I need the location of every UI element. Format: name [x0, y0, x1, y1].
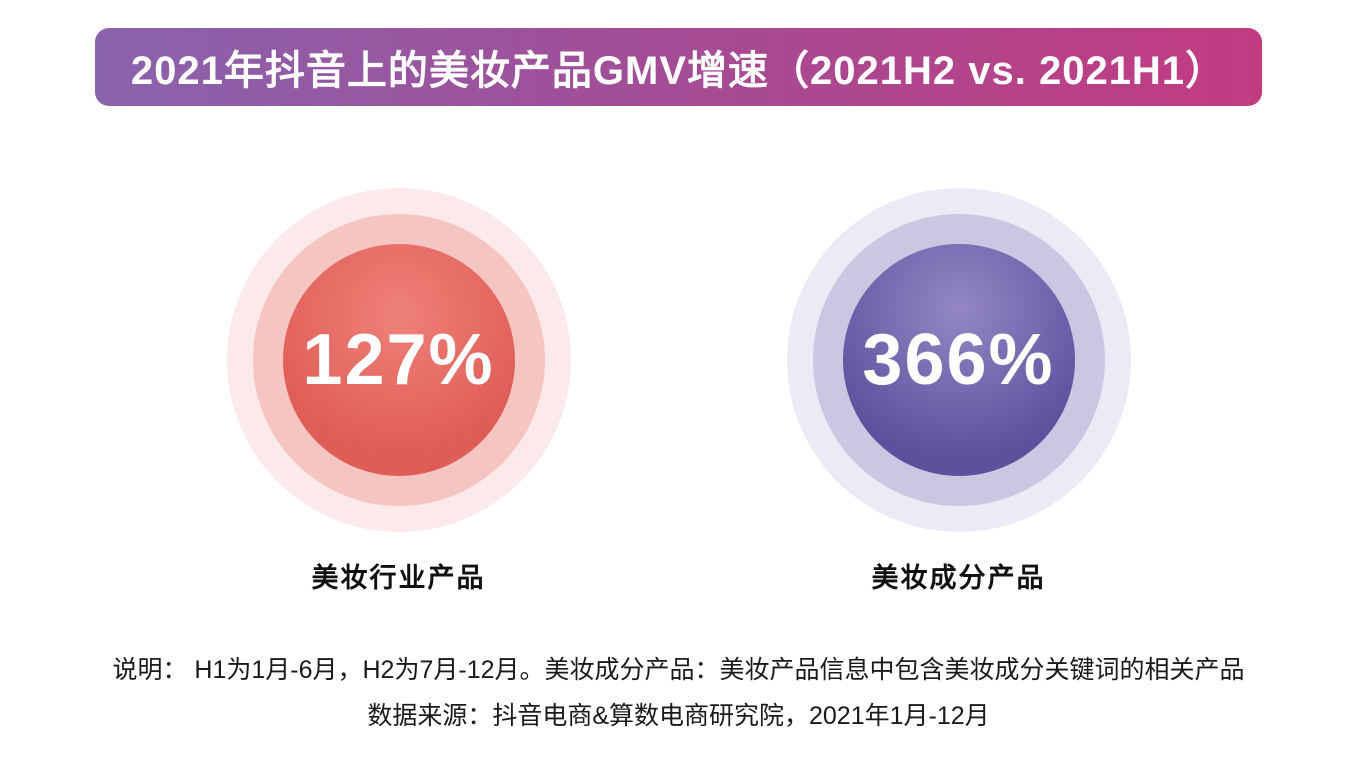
footnote-data-source: 数据来源：抖音电商&算数电商研究院，2021年1月-12月	[367, 702, 990, 731]
kpi-beauty-industry: 127% 美妆行业产品	[226, 188, 571, 595]
page-title: 2021年抖音上的美妆产品GMV增速（2021H2 vs. 2021H1）	[130, 49, 1227, 93]
kpi-value-beauty-ingredient: 366%	[862, 320, 1055, 400]
kpi-label-beauty-industry: 美妆行业产品	[311, 563, 486, 593]
kpi-row: 127% 美妆行业产品 366% 美妆成分产品	[0, 188, 1357, 595]
kpi-bubble-red: 127%	[226, 188, 571, 532]
header-banner: 2021年抖音上的美妆产品GMV增速（2021H2 vs. 2021H1）	[95, 28, 1262, 106]
kpi-bubble-purple: 366%	[786, 188, 1131, 532]
kpi-beauty-ingredient: 366% 美妆成分产品	[786, 188, 1131, 595]
footnote-explanation: 说明： H1为1月-6月，H2为7月-12月。美妆成分产品：美妆产品信息中包含美…	[112, 656, 1245, 684]
kpi-label-beauty-ingredient: 美妆成分产品	[871, 563, 1046, 593]
footnotes: 说明： H1为1月-6月，H2为7月-12月。美妆成分产品：美妆产品信息中包含美…	[0, 647, 1357, 740]
kpi-value-beauty-industry: 127%	[302, 320, 495, 400]
kpi-circle-red: 127%	[282, 244, 515, 476]
kpi-circle-purple: 366%	[842, 244, 1075, 476]
